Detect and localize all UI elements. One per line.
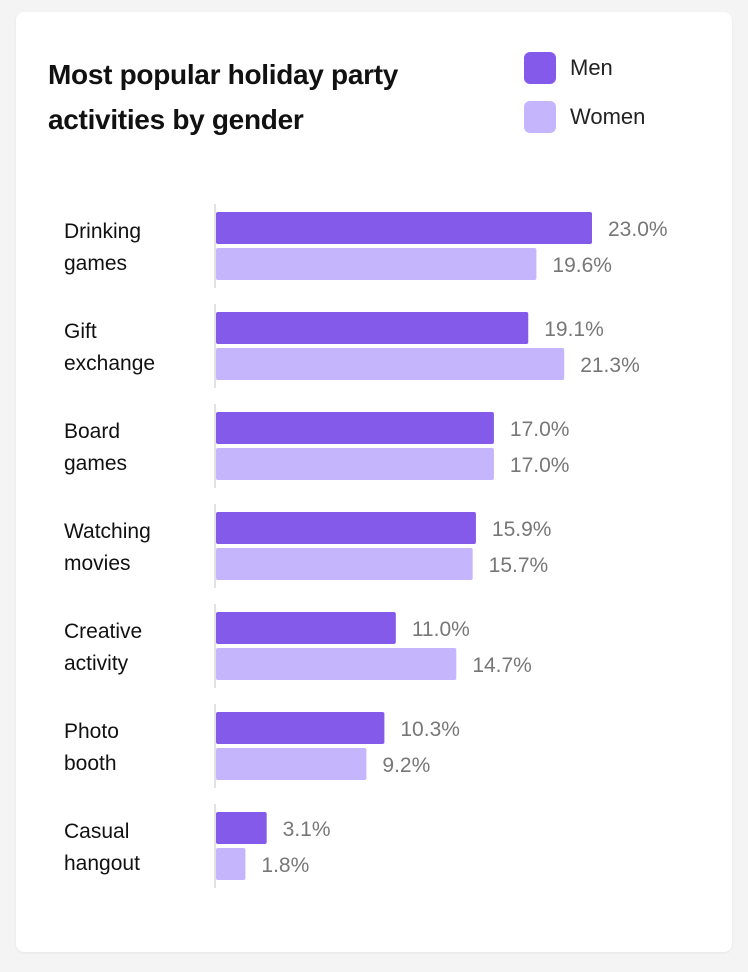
bar-men — [216, 612, 396, 644]
bar-men — [216, 512, 476, 544]
chart-card — [16, 12, 732, 952]
legend-item-women: Women — [524, 101, 645, 133]
category-label: hangout — [64, 852, 140, 875]
data-label: 17.0% — [510, 418, 570, 441]
category-label: booth — [64, 752, 117, 775]
category-label: Watching — [64, 520, 151, 543]
data-label: 23.0% — [608, 218, 668, 241]
bar-men — [216, 312, 529, 344]
data-label: 11.0% — [412, 618, 470, 641]
bar-women — [216, 448, 494, 480]
legend: Men Women — [524, 52, 645, 150]
category-label: games — [64, 252, 127, 275]
legend-swatch-men — [524, 52, 556, 84]
bar-men — [216, 712, 385, 744]
legend-label-men: Men — [570, 55, 613, 80]
category-label: activity — [64, 652, 129, 675]
bar-women — [216, 648, 457, 680]
legend-label-women: Women — [570, 104, 646, 129]
legend-item-men: Men — [524, 52, 645, 84]
category-label: Casual — [64, 820, 129, 843]
data-label: 9.2% — [382, 754, 430, 777]
data-label: 15.9% — [492, 518, 552, 541]
data-label: 17.0% — [510, 454, 570, 477]
bar-men — [216, 412, 494, 444]
category-label: exchange — [64, 352, 155, 375]
data-label: 19.6% — [552, 254, 612, 277]
bar-women — [216, 548, 473, 580]
data-label: 21.3% — [580, 354, 640, 377]
bar-men — [216, 212, 592, 244]
bar-men — [216, 812, 267, 844]
legend-swatch-women — [524, 101, 556, 133]
category-label: Creative — [64, 620, 142, 643]
category-label: Gift — [64, 320, 97, 343]
bar-women — [216, 348, 565, 380]
bar-women — [216, 248, 537, 280]
data-label: 3.1% — [283, 818, 331, 841]
data-label: 1.8% — [261, 854, 309, 877]
category-label: movies — [64, 552, 131, 575]
category-label: games — [64, 452, 127, 475]
bar-women — [216, 848, 246, 880]
data-label: 19.1% — [544, 318, 604, 341]
bar-women — [216, 748, 367, 780]
data-label: 15.7% — [489, 554, 549, 577]
chart-title: Most popular holiday party activities by… — [48, 59, 399, 135]
category-label: Board — [64, 420, 120, 443]
category-label: Photo — [64, 720, 119, 743]
category-label: Drinking — [64, 220, 141, 243]
data-label: 10.3% — [400, 718, 460, 741]
data-label: 14.7% — [472, 654, 532, 677]
